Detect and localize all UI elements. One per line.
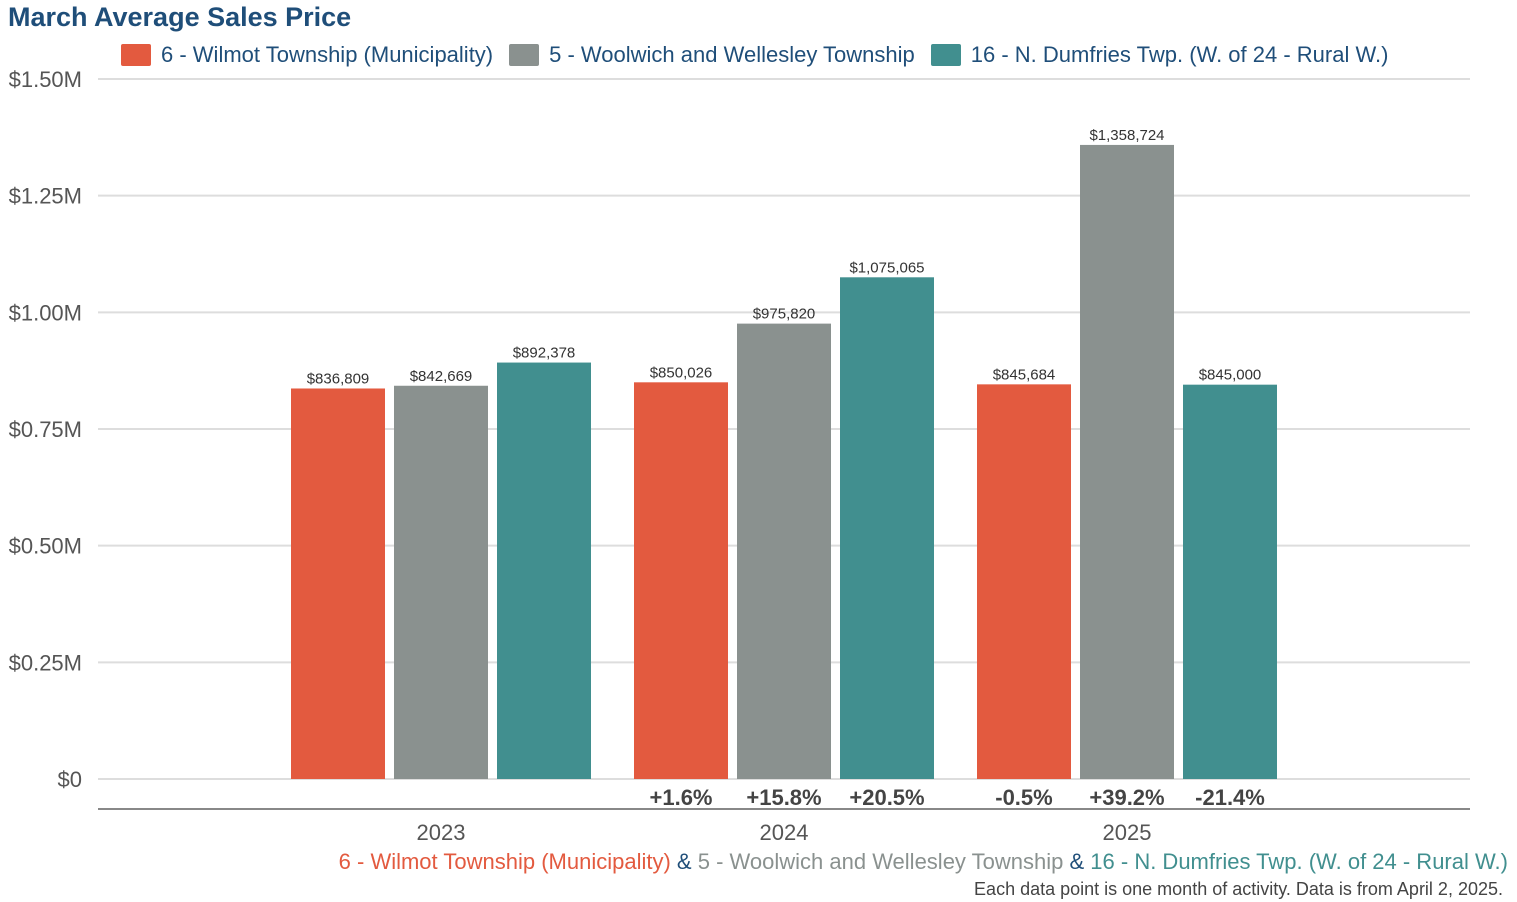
- legend-swatch-dumfries: [930, 44, 961, 66]
- legend-label-woolwich: 5 - Woolwich and Wellesley Township: [549, 42, 915, 67]
- x-tick-label: 2024: [760, 820, 809, 845]
- bar-value-label: $1,358,724: [1089, 127, 1164, 144]
- y-tick-label: $0.50M: [9, 534, 82, 559]
- footer-series-dumfries: 16 - N. Dumfries Twp. (W. of 24 - Rural …: [1090, 849, 1508, 874]
- legend-item-dumfries: 16 - N. Dumfries Twp. (W. of 24 - Rural …: [930, 42, 1389, 68]
- bar-value-label: $975,820: [753, 306, 816, 323]
- bar: [840, 277, 934, 779]
- bar: [291, 388, 385, 779]
- y-tick-label: $1.00M: [9, 300, 82, 325]
- bar-value-label: $892,378: [513, 345, 576, 362]
- chart-title: March Average Sales Price: [8, 2, 352, 32]
- legend-swatch-wilmot: [121, 44, 151, 66]
- legend-label-wilmot: 6 - Wilmot Township (Municipality): [161, 42, 494, 67]
- change-label: -21.4%: [1195, 785, 1265, 810]
- change-label: +39.2%: [1089, 785, 1164, 810]
- change-label: +1.6%: [650, 785, 713, 810]
- bar: [1080, 144, 1174, 779]
- footer-ampersand: &: [676, 849, 692, 874]
- legend: 6 - Wilmot Township (Municipality) 5 - W…: [121, 42, 1404, 68]
- y-tick-label: $1.25M: [9, 184, 82, 209]
- bar: [977, 384, 1071, 779]
- legend-item-wilmot: 6 - Wilmot Township (Municipality): [121, 42, 493, 68]
- y-tick-label: $0.25M: [9, 650, 82, 675]
- change-label: -0.5%: [995, 785, 1052, 810]
- y-tick-label: $0.75M: [9, 417, 82, 442]
- change-label: +15.8%: [746, 785, 821, 810]
- bar: [497, 362, 591, 779]
- footer-note: Each data point is one month of activity…: [974, 879, 1503, 899]
- legend-swatch-woolwich: [509, 44, 540, 66]
- y-tick-label: $0: [58, 767, 82, 792]
- legend-item-woolwich: 5 - Woolwich and Wellesley Township: [509, 42, 915, 68]
- footer-series-line: 6 - Wilmot Township (Municipality) & 5 -…: [339, 849, 1508, 875]
- footer-ampersand: &: [1069, 849, 1085, 874]
- bar-value-label: $845,000: [1199, 367, 1262, 384]
- bar: [394, 385, 488, 779]
- bar: [737, 323, 831, 779]
- bar: [1183, 384, 1277, 779]
- footer-series-woolwich: 5 - Woolwich and Wellesley Township: [697, 849, 1064, 874]
- footer-series-wilmot: 6 - Wilmot Township (Municipality): [338, 849, 671, 874]
- bar-value-label: $836,809: [307, 370, 370, 387]
- x-tick-label: 2025: [1103, 820, 1152, 845]
- bar-value-label: $842,669: [410, 368, 473, 385]
- y-tick-label: $1.50M: [9, 67, 82, 92]
- x-tick-label: 2023: [417, 820, 466, 845]
- bar-value-label: $850,026: [650, 364, 713, 381]
- change-label: +20.5%: [849, 785, 924, 810]
- bar-value-label: $845,684: [993, 366, 1056, 383]
- bar: [634, 382, 728, 779]
- bar-value-label: $1,075,065: [849, 259, 924, 276]
- legend-label-dumfries: 16 - N. Dumfries Twp. (W. of 24 - Rural …: [970, 42, 1389, 67]
